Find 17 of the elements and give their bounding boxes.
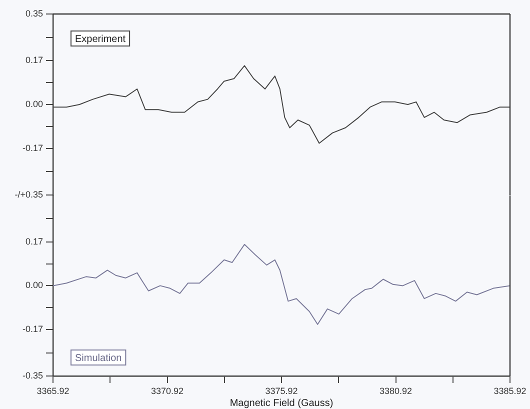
y-tick-label: 0.00 <box>25 98 43 109</box>
y-tick-label: 0.00 <box>25 280 43 290</box>
y-tick-label: -0.35 <box>22 370 43 380</box>
y-tick-label: 0.17 <box>25 236 43 246</box>
y-tick-label: -/+0.35 <box>14 189 43 200</box>
x-axis-title: Magnetic Field (Gauss) <box>230 398 334 409</box>
y-tick-label: 0.35 <box>25 8 43 18</box>
annotation: Experiment <box>75 34 126 45</box>
y-tick-label: -0.17 <box>22 324 43 334</box>
x-tick-label: 3365.92 <box>36 386 70 396</box>
y-tick-label: -0.17 <box>22 142 43 153</box>
x-tick-label: 3375.92 <box>265 386 298 396</box>
x-tick-label: 3370.92 <box>150 386 184 396</box>
annotation: Simulation <box>75 352 122 364</box>
x-tick-label: 3385.92 <box>494 386 526 396</box>
x-tick-label: 3380.92 <box>379 386 412 396</box>
y-tick-label: 0.17 <box>25 55 43 66</box>
